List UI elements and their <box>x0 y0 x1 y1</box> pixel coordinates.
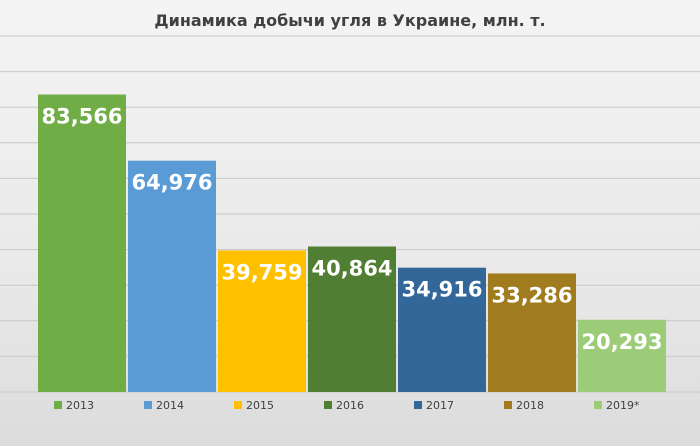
legend-swatch-2019* <box>594 401 602 409</box>
data-label-2016: 40,864 <box>311 257 392 281</box>
legend-label-2016: 2016 <box>336 399 364 412</box>
bar-2019* <box>578 319 666 392</box>
legend-swatch-2013 <box>54 401 62 409</box>
legend-label-2019*: 2019* <box>606 399 640 412</box>
bar-2014 <box>128 160 216 392</box>
legend: 2013 2014 2015 2016 2017 2018 2019* <box>54 399 640 412</box>
data-label-2015: 39,759 <box>221 260 302 284</box>
chart-title: Динамика добычи угля в Украине, млн. т. <box>154 11 545 30</box>
data-labels: 83,566 64,976 39,759 40,864 34,916 33,286 20,2… <box>41 105 662 354</box>
data-label-2019*: 20,293 <box>581 330 662 354</box>
bar-2015 <box>218 250 306 392</box>
bars <box>38 94 666 393</box>
bar-2018 <box>488 273 576 392</box>
legend-label-2018: 2018 <box>516 399 544 412</box>
legend-swatch-2016 <box>324 401 332 409</box>
legend-swatch-2015 <box>234 401 242 409</box>
bar-2016 <box>308 246 396 392</box>
legend-label-2017: 2017 <box>426 399 454 412</box>
data-label-2018: 33,286 <box>491 284 572 308</box>
data-label-2013: 83,566 <box>41 105 122 129</box>
legend-swatch-2018 <box>504 401 512 409</box>
legend-label-2015: 2015 <box>246 399 274 412</box>
legend-label-2014: 2014 <box>156 399 184 412</box>
legend-swatch-2014 <box>144 401 152 409</box>
bar-2017 <box>398 267 486 392</box>
bar-2013 <box>38 94 126 393</box>
legend-swatch-2017 <box>414 401 422 409</box>
data-label-2014: 64,976 <box>131 171 212 195</box>
legend-label-2013: 2013 <box>66 399 94 412</box>
data-label-2017: 34,916 <box>401 278 482 302</box>
